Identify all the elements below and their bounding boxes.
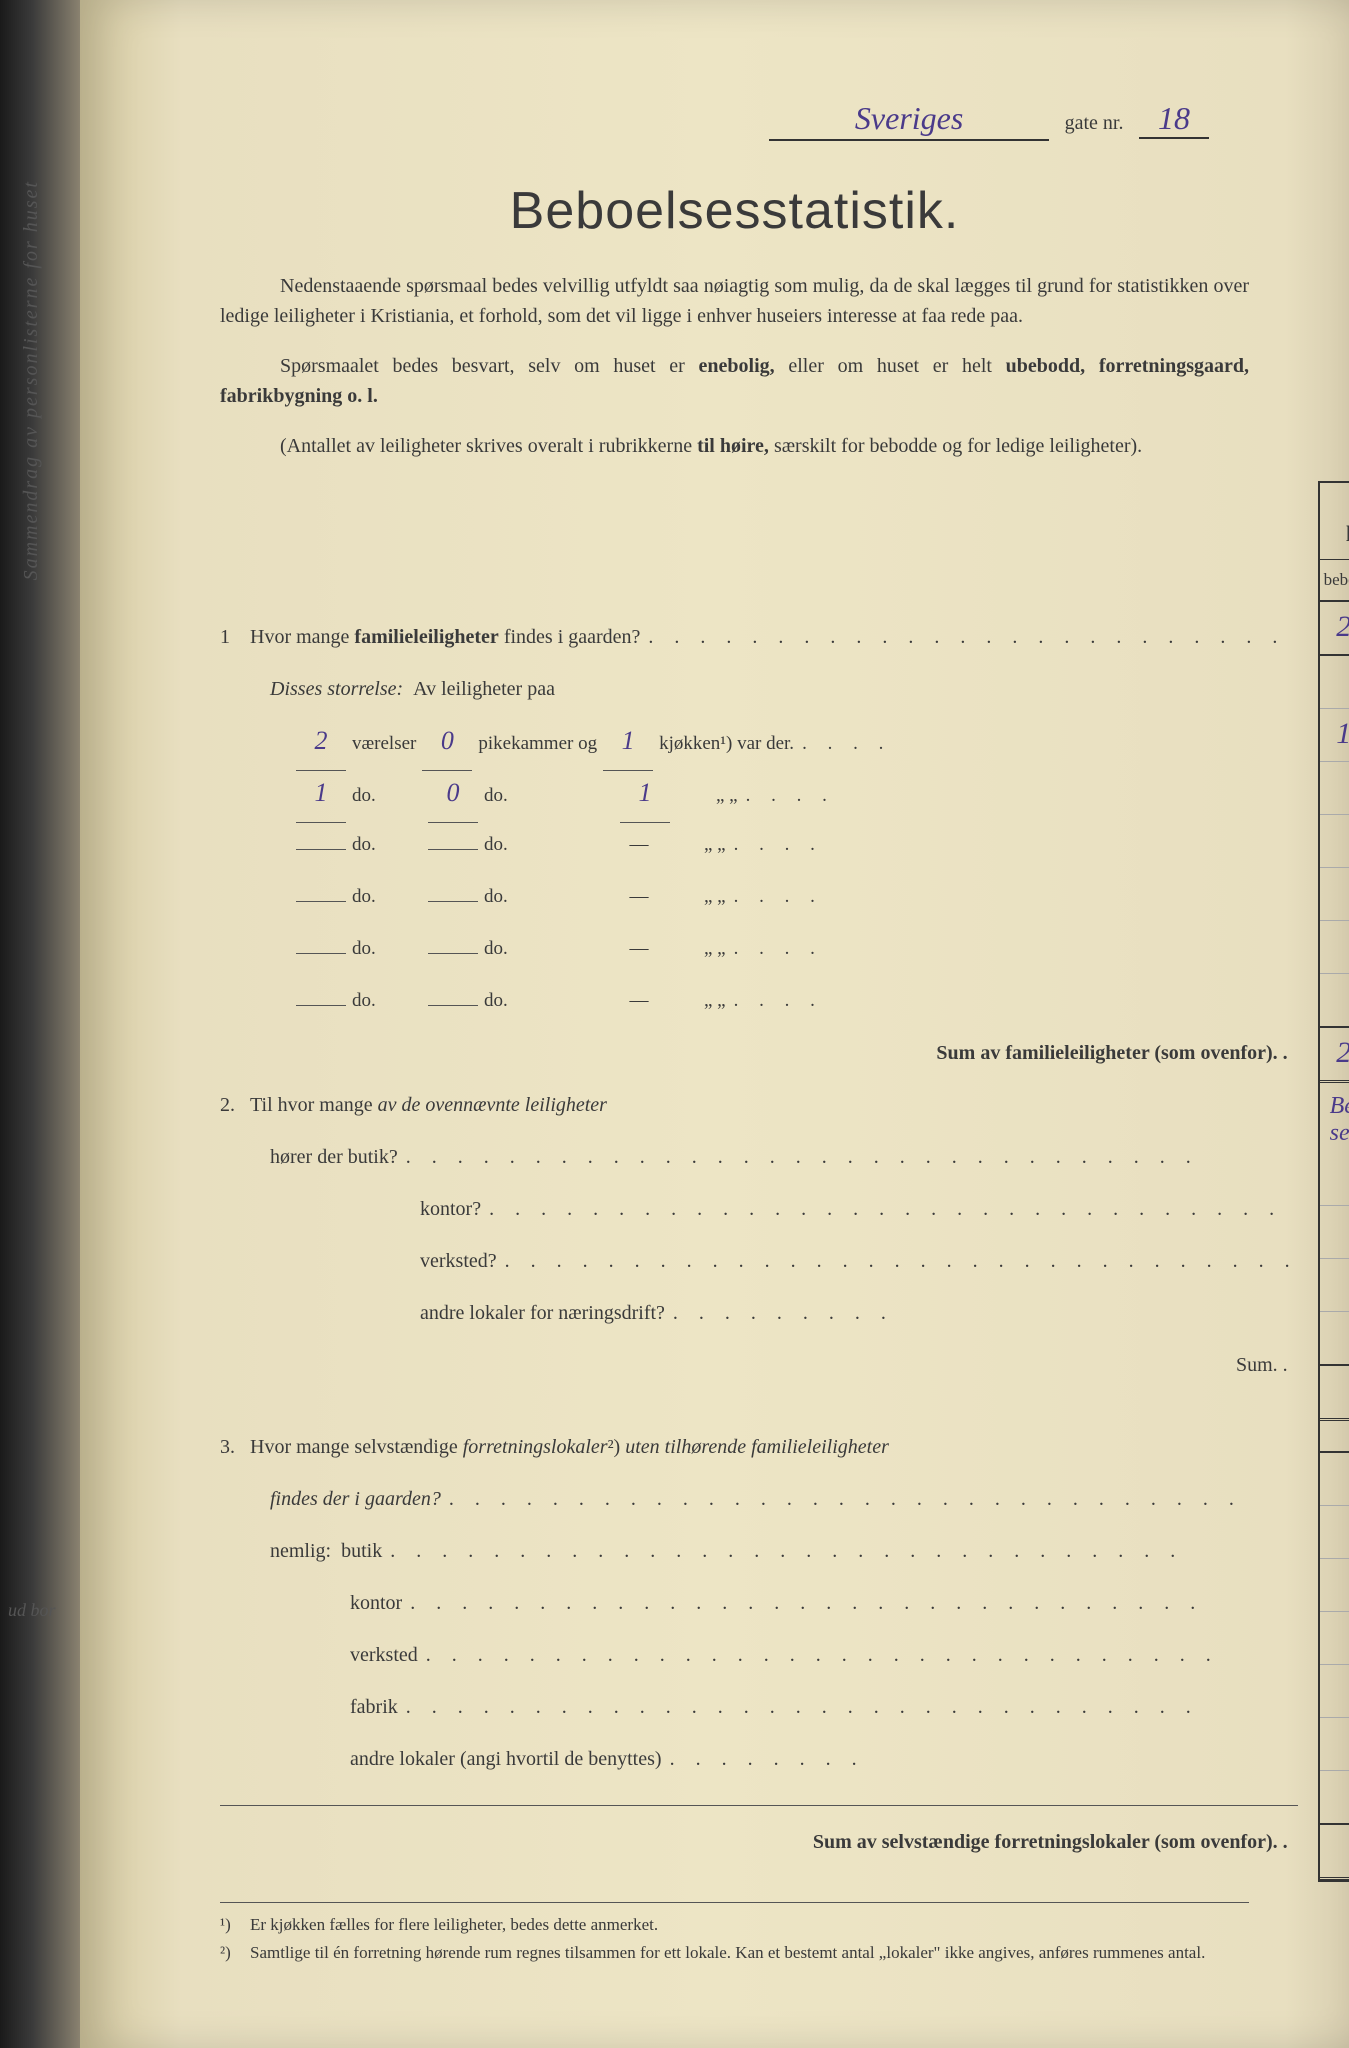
answer-q1-r2 [1320, 762, 1349, 815]
q3-fabrik: fabrik. . . . . . . . . . . . . . . . . … [220, 1681, 1298, 1733]
q2-andre: andre lokaler for næringsdrift?. . . . .… [220, 1287, 1298, 1339]
q1-size-row-3: do. do. — „ „. . . . [220, 819, 1298, 871]
q3-line: 3. Hvor mange selvstændige forretningslo… [220, 1421, 1298, 1473]
answer-note: Bebor begge selv [1320, 1083, 1349, 1153]
q3-butik: nemlig: butik. . . . . . . . . . . . . .… [220, 1525, 1298, 1577]
side-margin-text: Sammendrag av personlisterne for huset [20, 180, 43, 580]
header-line: Sveriges gate nr. 18 [220, 100, 1249, 141]
answer-q3-r6 [1320, 1771, 1349, 1825]
q2-kontor: kontor?. . . . . . . . . . . . . . . . .… [220, 1183, 1298, 1235]
intro-p3: (Antallet av leiligheter skrives overalt… [220, 431, 1249, 461]
q1-size-row-5: do. do. — „ „. . . . [220, 923, 1298, 975]
q3-kontor: kontor. . . . . . . . . . . . . . . . . … [220, 1577, 1298, 1629]
q1-sum: Sum av familieleiligheter (som ovenfor).… [220, 1027, 1298, 1079]
q2-verksted: verksted?. . . . . . . . . . . . . . . .… [220, 1235, 1298, 1287]
answer-q2-r2 [1320, 1206, 1349, 1259]
gate-label: gate nr. [1055, 112, 1134, 134]
q3-sum: Sum av selvstændige forretningslokaler (… [220, 1816, 1298, 1868]
intro-p2: Spørsmaalet bedes besvart, selv om huset… [220, 351, 1249, 411]
footnote-1-mark: ¹) [220, 1913, 250, 1937]
q3-verksted: verksted. . . . . . . . . . . . . . . . … [220, 1629, 1298, 1681]
answer-q1-r5 [1320, 921, 1349, 974]
footnote-2: Samtlige til én forretning hørende rum r… [250, 1941, 1205, 1965]
q1-size-row-6: do. do. — „ „. . . . [220, 975, 1298, 1027]
answer-sum1: 2 0 2 [1320, 1028, 1349, 1083]
footnote-1: Er kjøkken fælles for flere leiligheter,… [250, 1913, 658, 1937]
answer-q2-r1 [1320, 1153, 1349, 1206]
q1-size-row-1: 2 værelser 0 pikekammer og 1 kjøkken¹) v… [220, 715, 1298, 767]
table-header-title: Antal leiligheter [1320, 483, 1349, 560]
answer-q2-r4 [1320, 1312, 1349, 1366]
answer-q3-r5 [1320, 1718, 1349, 1771]
q2-line: 2. Til hvor mange av de ovennævnte leili… [220, 1079, 1298, 1131]
q1-size-label: Disses storrelse: Av leiligheter paa [220, 663, 1298, 715]
col-bebodde: bebodde [1320, 560, 1349, 600]
house-number-handwritten: 18 [1158, 100, 1190, 136]
answer-q1-r1: 1 [1320, 709, 1349, 762]
q2-sum: Sum. . [220, 1339, 1298, 1391]
answer-q1-r3 [1320, 815, 1349, 868]
street-name-handwritten: Sveriges [855, 100, 963, 136]
answer-q3-r1 [1320, 1506, 1349, 1559]
answer-q2-r3 [1320, 1259, 1349, 1312]
answer-q3-sum [1320, 1825, 1349, 1880]
q1-size-row-4: do. do. — „ „. . . . [220, 871, 1298, 923]
answer-table: Antal leiligheter bebodde ledige ialt 2 … [1318, 481, 1349, 1882]
answer-q2-sum [1320, 1366, 1349, 1421]
q3-andre: andre lokaler (angi hvortil de benyttes)… [220, 1733, 1298, 1785]
q1-line: 1 Hvor mange familieleiligheter findes i… [220, 611, 1298, 663]
footnotes: ¹) Er kjøkken fælles for flere leilighet… [220, 1902, 1249, 1965]
answer-q1: 2 0 2 [1320, 602, 1349, 656]
q2-butik: hører der butik?. . . . . . . . . . . . … [220, 1131, 1298, 1183]
q3-line2: findes der i gaarden?. . . . . . . . . .… [220, 1473, 1298, 1525]
questions-column: 1 Hvor mange familieleiligheter findes i… [220, 481, 1318, 1882]
answer-q3-r2 [1320, 1559, 1349, 1612]
answer-q3-r3 [1320, 1612, 1349, 1665]
intro-p1: Nedenstaaende spørsmaal bedes velvillig … [220, 271, 1249, 331]
answer-q1-r6 [1320, 974, 1349, 1028]
page-title: Beboelsesstatistik. [220, 181, 1249, 241]
answer-q3-r4 [1320, 1665, 1349, 1718]
q1-size-row-2: 1 do. 0 do. 1 „ „ . . . . [220, 767, 1298, 819]
page: Sveriges gate nr. 18 Beboelsesstatistik.… [80, 0, 1349, 2048]
answer-q1-r0 [1320, 656, 1349, 709]
footnote-2-mark: ²) [220, 1941, 250, 1965]
side-margin-text-bottom: ud bor [8, 1600, 56, 1621]
answer-q3-r0 [1320, 1451, 1349, 1506]
answer-q1-r4 [1320, 868, 1349, 921]
